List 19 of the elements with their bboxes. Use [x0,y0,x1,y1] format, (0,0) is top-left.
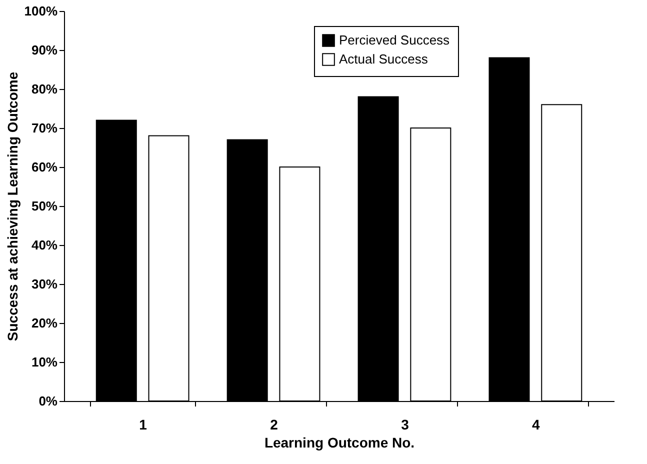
y-tick-label: 30% [31,276,58,292]
x-axis-title: Learning Outcome No. [264,434,415,450]
x-tick-label: 3 [401,416,410,432]
x-tick-label: 2 [270,416,278,432]
y-tick-label: 90% [31,42,58,58]
y-tick-label: 50% [31,198,58,214]
legend-label: Percieved Success [339,32,450,48]
y-tick-label: 20% [31,316,58,330]
y-tick-label: 0% [38,394,58,408]
y-tick-label: 100% [24,4,58,18]
y-tick-label: 80% [31,82,58,96]
legend-label: Actual Success [339,52,428,66]
y-tick-label: 70% [31,120,58,136]
x-tick-label: 4 [532,416,540,432]
y-tick-label: 40% [31,238,58,252]
y-tick-label: 60% [31,160,58,174]
y-tick-label: 10% [31,354,58,370]
y-axis-title: Success at achieving Learning Outcome [4,72,20,342]
x-tick-label: 1 [139,416,148,432]
